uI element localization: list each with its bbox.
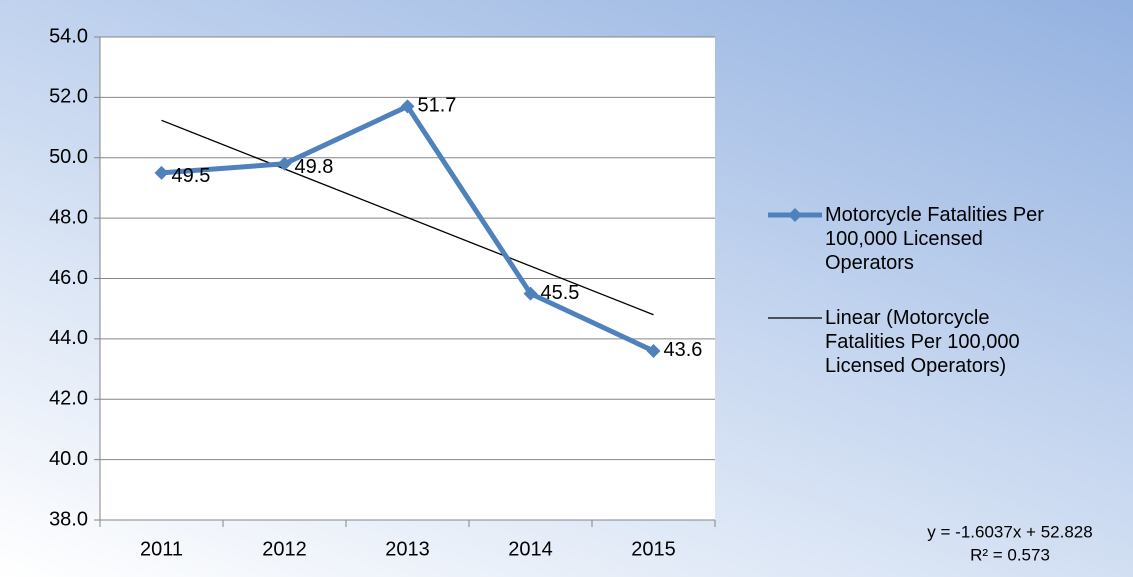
marker	[523, 286, 538, 301]
legend-trend: Linear (Motorcycle Fatalities Per 100,00…	[825, 307, 1020, 377]
x-tick-label: 2015	[631, 538, 676, 560]
y-tick-label: 50.0	[49, 146, 88, 168]
marker	[400, 99, 415, 114]
data-label: 45.5	[541, 282, 580, 304]
y-tick-label: 42.0	[49, 388, 88, 410]
y-tick-label: 40.0	[49, 448, 88, 470]
data-label: 43.6	[664, 339, 703, 361]
y-tick-label: 38.0	[49, 508, 88, 530]
data-label: 49.8	[295, 156, 334, 178]
trendline	[161, 119, 654, 316]
data-label: 49.5	[172, 165, 211, 187]
data-label: 51.7	[418, 95, 457, 117]
x-tick-label: 2012	[262, 538, 307, 560]
trend-equation: y = -1.6037x + 52.828	[927, 522, 1092, 541]
y-tick-label: 48.0	[49, 206, 88, 228]
legend-series: Motorcycle Fatalities Per 100,000 Licens…	[825, 204, 1044, 274]
x-tick-label: 2014	[508, 538, 553, 560]
trend-r2: R² = 0.573	[970, 545, 1050, 564]
x-tick-label: 2011	[140, 538, 183, 560]
y-tick-label: 46.0	[49, 267, 88, 289]
y-tick-label: 52.0	[49, 86, 88, 108]
x-tick-label: 2013	[385, 538, 430, 560]
y-tick-label: 54.0	[49, 25, 88, 47]
legend-marker	[788, 208, 802, 222]
marker	[154, 165, 169, 180]
marker	[646, 343, 661, 358]
marker	[277, 156, 292, 171]
y-tick-label: 44.0	[49, 327, 88, 349]
